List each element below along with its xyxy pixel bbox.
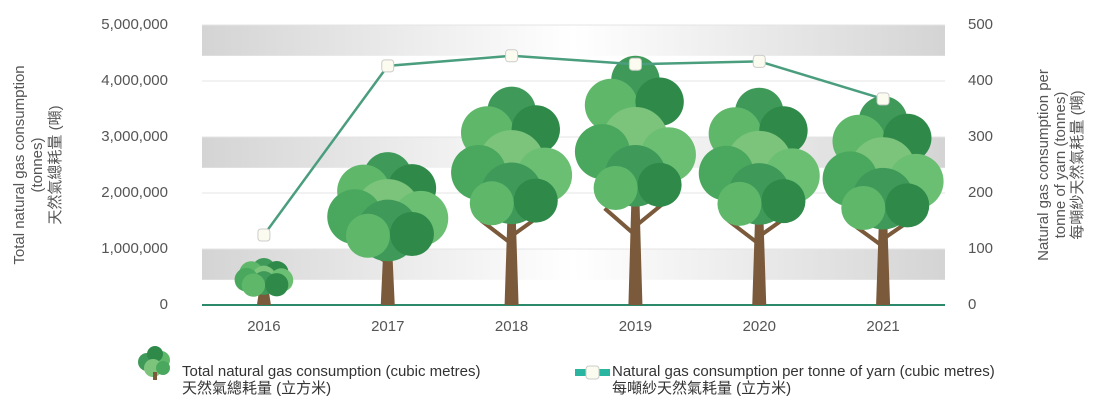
- y-tick-label: 1,000,000: [101, 240, 168, 257]
- legend-foliage: [147, 346, 163, 362]
- tree-foliage: [593, 165, 638, 210]
- tree-foliage: [637, 162, 682, 207]
- tree-foliage: [469, 181, 514, 226]
- tree-foliage: [241, 273, 266, 297]
- legend-foliage: [156, 361, 170, 375]
- line-marker: [628, 57, 642, 71]
- tree-bar: [822, 96, 944, 305]
- x-tick-label: 2019: [619, 318, 652, 335]
- tree-foliage: [389, 212, 434, 257]
- line-marker: [257, 228, 271, 242]
- tree-foliage: [761, 179, 806, 224]
- line-marker: [876, 92, 890, 106]
- line-marker: [505, 49, 519, 63]
- x-tick-label: 2017: [371, 318, 404, 335]
- background-band: [202, 249, 945, 280]
- line-series: [262, 54, 884, 236]
- y-tick-label: 5,000,000: [101, 16, 168, 33]
- y2-axis-title: 每噸紗天然氣耗量 (噸): [1069, 90, 1086, 239]
- x-tick-label: 2021: [866, 318, 899, 335]
- x-tick-label: 2020: [743, 318, 776, 335]
- tree-foliage: [841, 185, 886, 230]
- legend-trunk: [153, 372, 157, 380]
- tree-foliage: [885, 183, 930, 228]
- legend-label: 每噸紗天然氣耗量 (立方米): [612, 380, 791, 397]
- y2-tick-label: 100: [968, 240, 993, 257]
- y-axis-title: 天然氣總耗量 (噸): [46, 105, 64, 224]
- tree-bar: [698, 87, 820, 305]
- y-tick-label: 4,000,000: [101, 72, 168, 89]
- y2-axis-title: tonne of yarn (tonnes): [1052, 92, 1069, 239]
- tree-foliage: [513, 178, 558, 223]
- tree-foliage: [717, 181, 762, 226]
- y-tick-label: 3,000,000: [101, 128, 168, 145]
- y2-axis-title: Natural gas consumption per: [1035, 69, 1052, 261]
- y2-tick-label: 300: [968, 128, 993, 145]
- x-tick-label: 2016: [247, 318, 280, 335]
- legend-label: 天然氣總耗量 (立方米): [182, 379, 331, 397]
- legend-foliage: [144, 359, 162, 377]
- x-tick-label: 2018: [495, 318, 528, 335]
- y-axis-title: Total natural gas consumption: [11, 65, 28, 264]
- line-marker: [381, 59, 395, 73]
- tree-bar: [234, 257, 294, 305]
- y-tick-label: 0: [160, 296, 168, 313]
- tree-bar: [451, 86, 573, 305]
- tree-foliage: [345, 213, 390, 258]
- y2-tick-label: 400: [968, 72, 993, 89]
- tree-bar: [327, 152, 449, 305]
- tree-bar: [574, 55, 696, 305]
- y-axis-title: (tonnes): [29, 137, 46, 192]
- legend-label: Natural gas consumption per tonne of yar…: [612, 363, 995, 380]
- y2-tick-label: 200: [968, 184, 993, 201]
- line-marker: [752, 54, 766, 68]
- y2-tick-label: 0: [968, 296, 976, 313]
- legend-icon: [138, 346, 170, 380]
- tree-foliage: [265, 273, 289, 297]
- legend-marker-icon: [585, 365, 600, 380]
- background-band: [202, 25, 945, 56]
- legend-label: Total natural gas consumption (cubic met…: [182, 363, 480, 380]
- y-tick-label: 2,000,000: [101, 184, 168, 201]
- y2-tick-label: 500: [968, 16, 993, 33]
